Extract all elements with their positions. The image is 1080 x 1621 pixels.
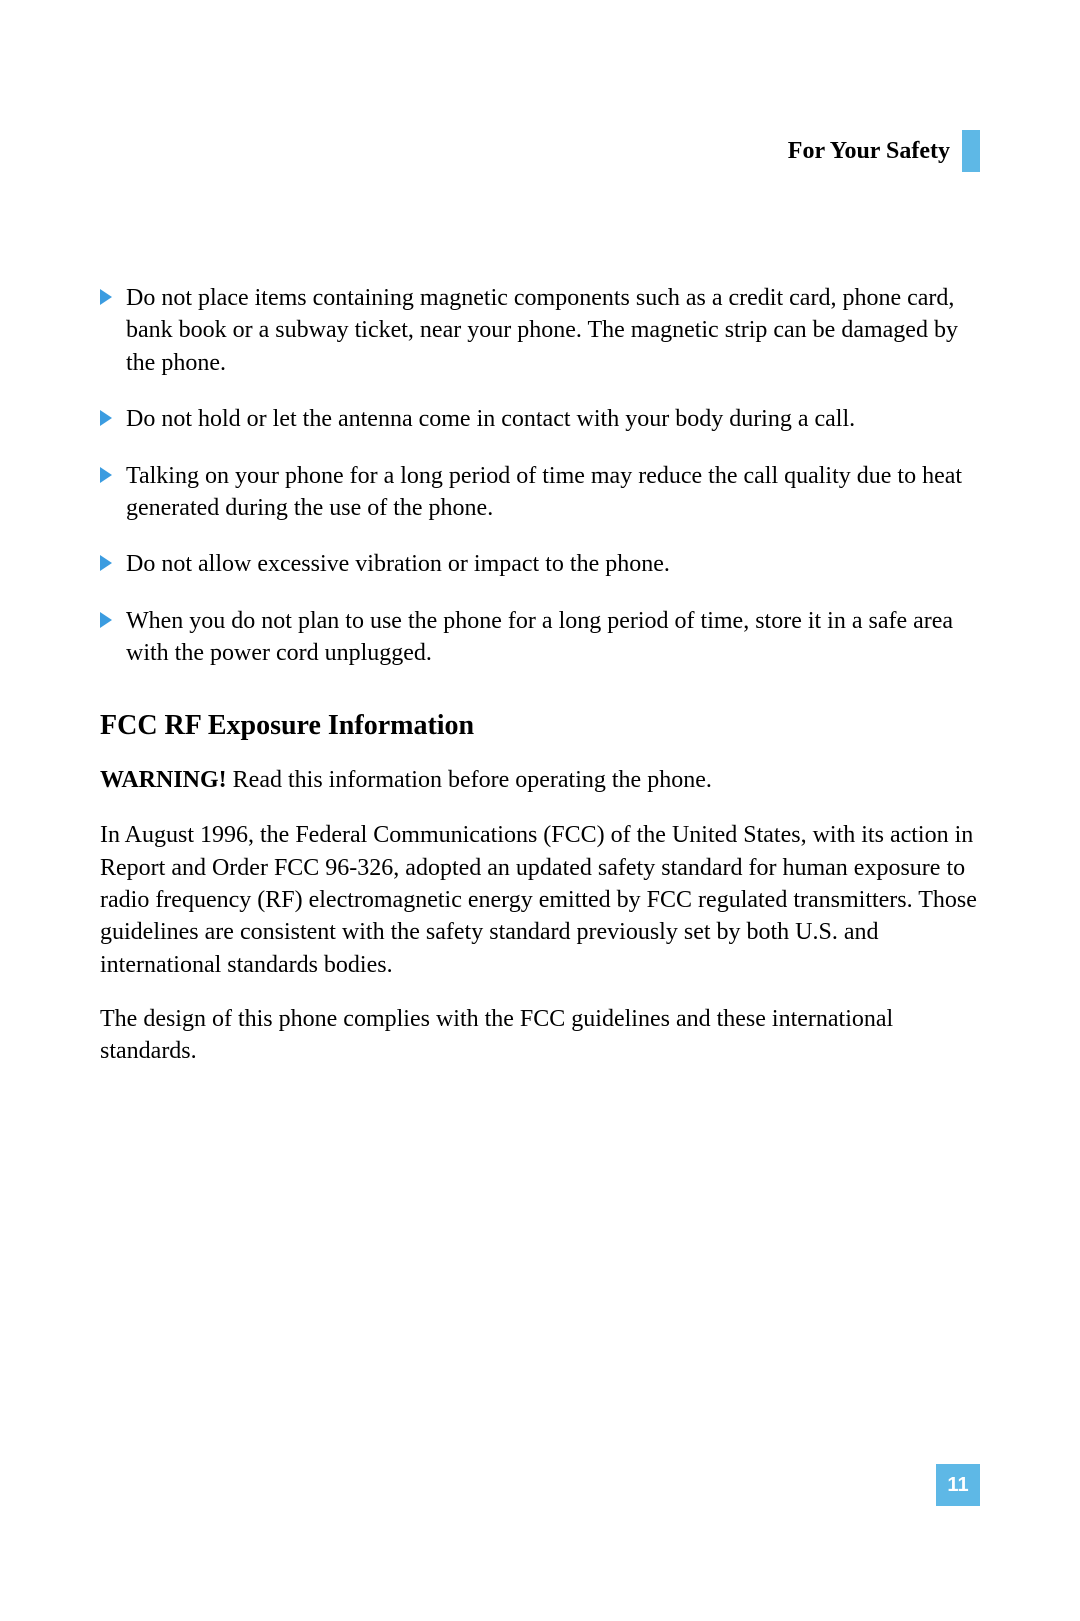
list-item: Do not place items containing magnetic c… (100, 282, 980, 379)
warning-paragraph: WARNING! Read this information before op… (100, 764, 980, 798)
header-tab-marker (962, 130, 980, 172)
page-number: 11 (947, 1474, 968, 1497)
safety-bullet-list: Do not place items containing magnetic c… (100, 282, 980, 670)
list-item: Do not allow excessive vibration or impa… (100, 548, 980, 580)
arrow-right-icon (100, 410, 112, 426)
list-item: Talking on your phone for a long period … (100, 460, 980, 525)
arrow-right-icon (100, 289, 112, 305)
document-page: For Your Safety Do not place items conta… (0, 0, 1080, 1190)
warning-label: WARNING! (100, 767, 227, 793)
arrow-right-icon (100, 555, 112, 571)
bullet-text: Talking on your phone for a long period … (126, 460, 980, 525)
section-heading: FCC RF Exposure Information (100, 710, 980, 742)
body-paragraph: The design of this phone complies with t… (100, 1003, 980, 1068)
warning-text: Read this information before operating t… (227, 767, 712, 793)
page-header: For Your Safety (100, 130, 980, 172)
arrow-right-icon (100, 467, 112, 483)
bullet-text: Do not hold or let the antenna come in c… (126, 403, 855, 435)
arrow-right-icon (100, 612, 112, 628)
page-number-badge: 11 (936, 1464, 980, 1506)
bullet-text: Do not allow excessive vibration or impa… (126, 548, 670, 580)
bullet-text: When you do not plan to use the phone fo… (126, 605, 980, 670)
body-paragraph: In August 1996, the Federal Communicatio… (100, 819, 980, 981)
list-item: Do not hold or let the antenna come in c… (100, 403, 980, 435)
bullet-text: Do not place items containing magnetic c… (126, 282, 980, 379)
header-title: For Your Safety (788, 138, 950, 165)
list-item: When you do not plan to use the phone fo… (100, 605, 980, 670)
